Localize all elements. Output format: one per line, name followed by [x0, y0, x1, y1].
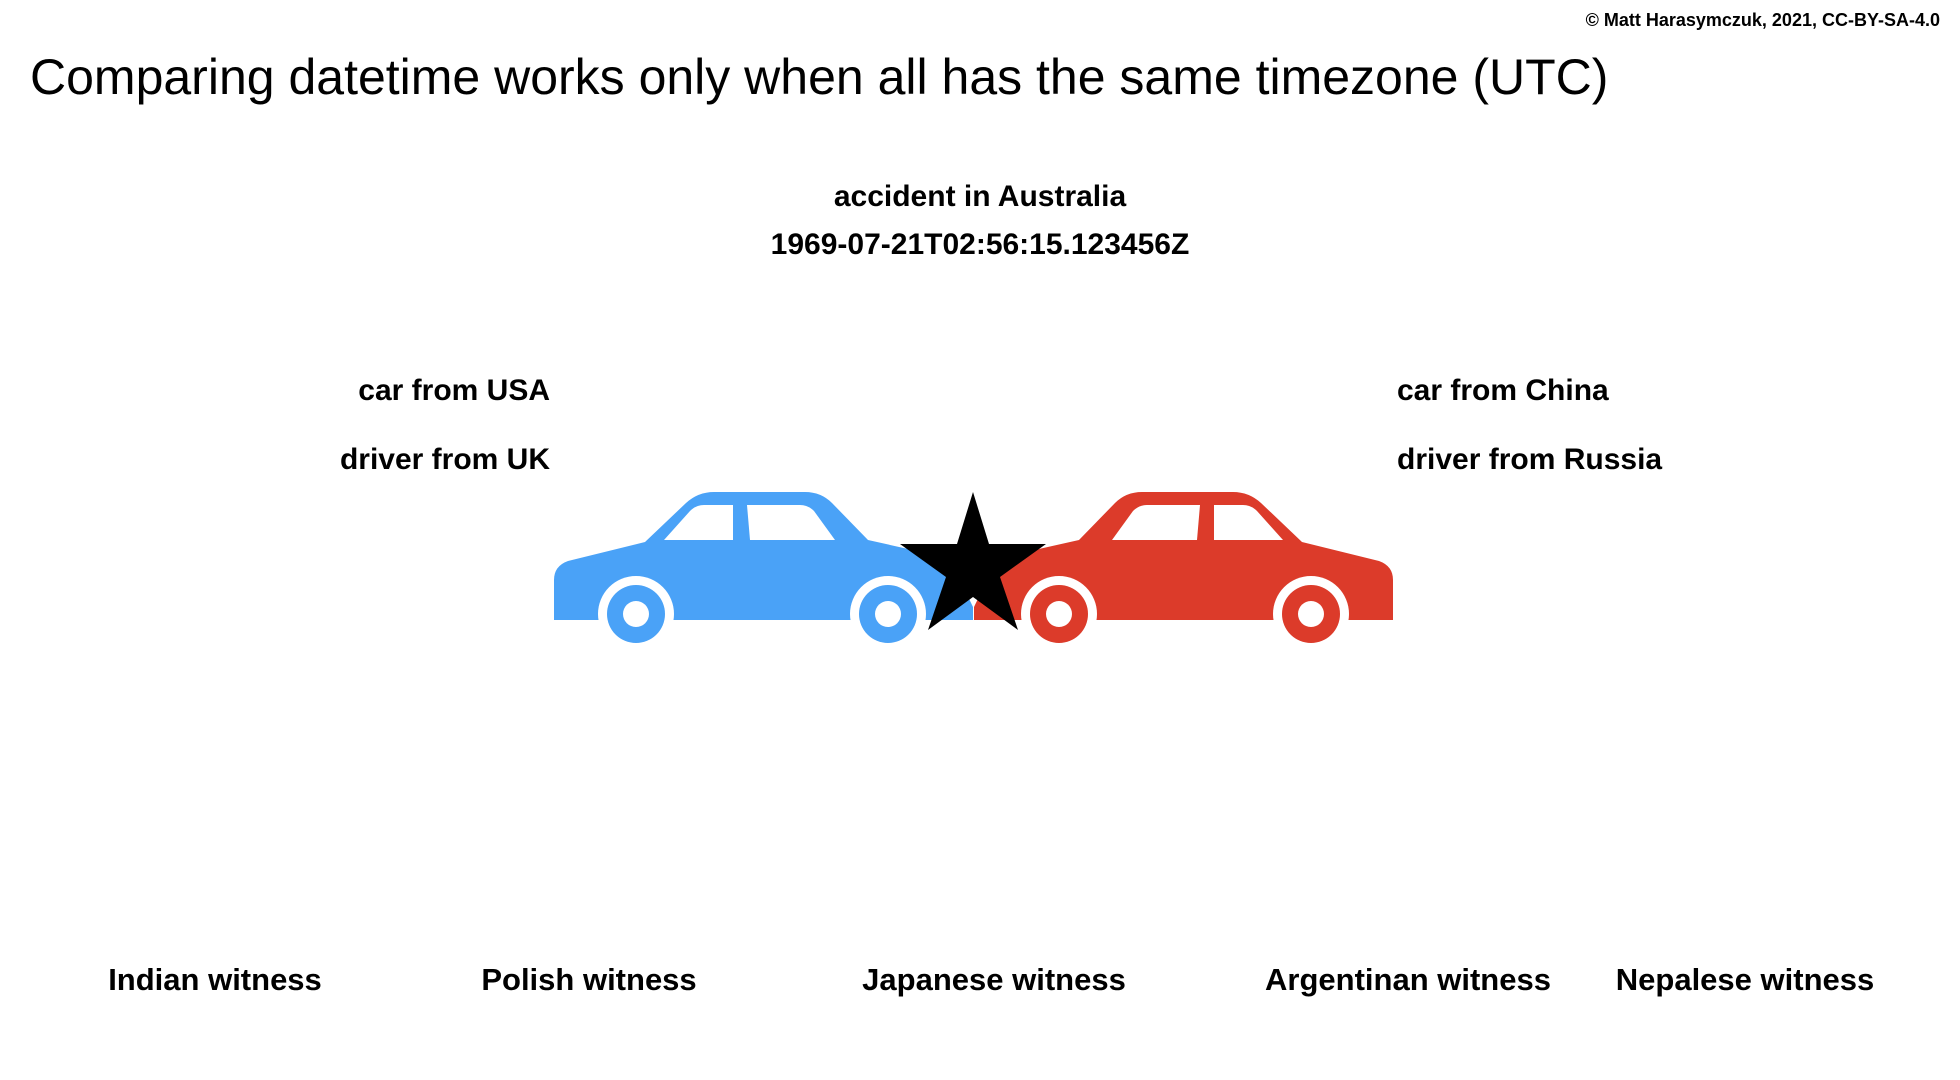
witness-label-argentinan: Argentinan witness [1265, 962, 1551, 997]
accident-place-label: accident in Australia [833, 180, 1127, 213]
witness-label-indian: Indian witness [108, 962, 322, 997]
witness-label-nepalese: Nepalese witness [1615, 962, 1875, 997]
copyright-credit: © Matt Harasymczuk, 2021, CC-BY-SA-4.0 [1585, 10, 1940, 30]
left-car-origin-label: car from USA [358, 374, 550, 407]
page-title: Comparing datetime works only when all h… [30, 49, 1609, 105]
witness-label-japanese: Japanese witness [862, 962, 1126, 997]
accident-timestamp-label: 1969-07-21T02:56:15.123456Z [770, 228, 1190, 261]
right-car-origin-label: car from China [1397, 374, 1609, 407]
witness-label-polish: Polish witness [481, 962, 697, 997]
impact-star-icon [900, 492, 1046, 630]
right-car-driver-label: driver from Russia [1397, 443, 1663, 476]
blue-car-icon [554, 492, 973, 652]
left-car-driver-label: driver from UK [339, 443, 550, 476]
red-car-icon [974, 492, 1393, 652]
